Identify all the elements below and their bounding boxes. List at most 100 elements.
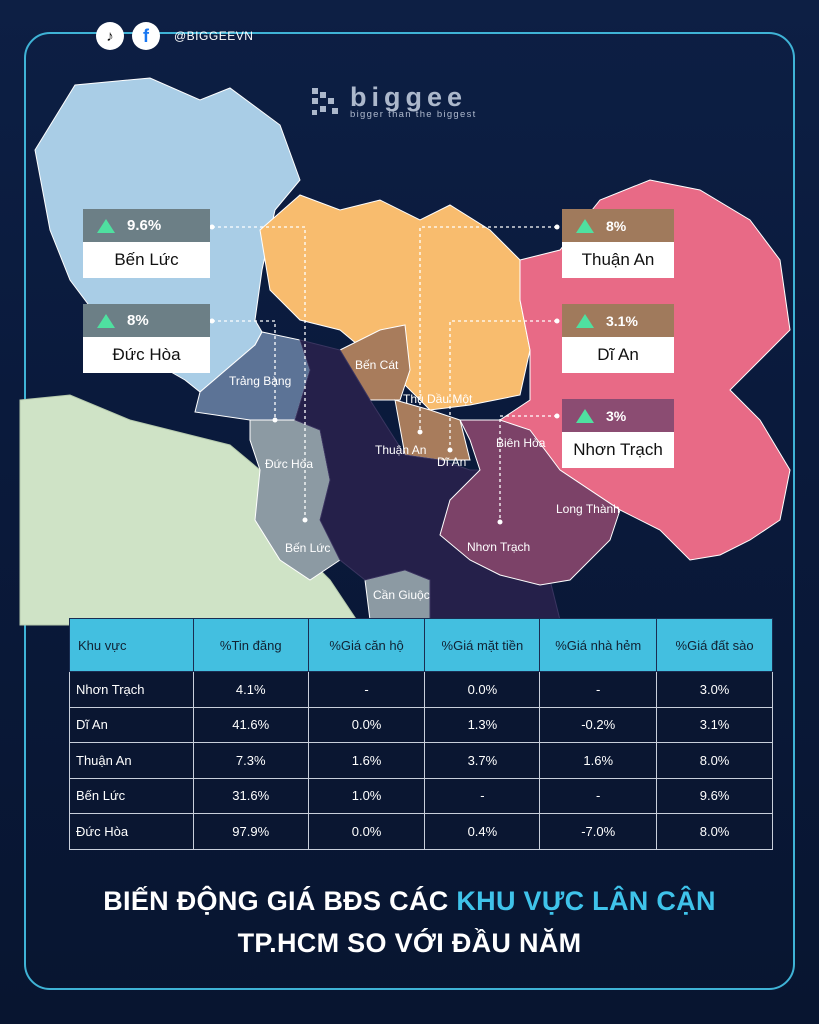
map-label-duc-hoa: Đức Hòa (265, 457, 313, 471)
card-header: 3% (562, 399, 674, 432)
card-thuan-an: 8% Thuận An (562, 209, 674, 278)
tiktok-icon[interactable]: ♪ (96, 22, 124, 50)
brand-logo: biggee bigger than the biggest (308, 81, 477, 120)
table-row: Thuận An 7.3% 1.6% 3.7% 1.6% 8.0% (69, 742, 773, 779)
nhon-trach-region (439, 419, 621, 586)
table-cell: 31.6% (192, 777, 309, 814)
card-name: Dĩ An (562, 337, 674, 373)
map-label-thu-dau-mot: Thủ Dầu Một (403, 392, 473, 406)
table-cell: -7.0% (539, 813, 658, 850)
card-ben-luc: 9.6% Bến Lức (83, 209, 210, 278)
table-cell: 0.0% (307, 813, 426, 850)
table-cell: 3.1% (656, 706, 773, 743)
up-triangle-icon (576, 408, 594, 423)
card-header: 8% (562, 209, 674, 242)
table-cell: 1.6% (307, 742, 426, 779)
table-cell: -0.2% (539, 706, 658, 743)
up-triangle-icon (576, 218, 594, 233)
table-cell: 0.0% (424, 671, 541, 708)
card-nhon-trach: 3% Nhơn Trạch (562, 399, 674, 468)
table-cell: 4.1% (192, 671, 309, 708)
card-pct: 9.6% (127, 217, 162, 234)
table-row: Bến Lức 31.6% 1.0% - - 9.6% (69, 777, 773, 814)
social-handle: @BIGGEEVN (174, 29, 254, 43)
table-cell: 3.0% (656, 671, 773, 708)
leader-lines (212, 226, 557, 522)
table-cell: 8.0% (656, 742, 773, 779)
card-pct: 8% (606, 217, 627, 234)
map-label-trang-bang: Trảng Bàng (229, 374, 291, 388)
social-bar: ♪ f @BIGGEEVN (96, 22, 253, 50)
card-name: Bến Lức (83, 242, 210, 278)
leader-di-an (449, 320, 557, 450)
table-cell: 9.6% (656, 777, 773, 814)
card-di-an: 3.1% Dĩ An (562, 304, 674, 373)
table-cell: Thuận An (69, 742, 194, 779)
facebook-icon[interactable]: f (132, 22, 160, 50)
header-cell: %Tin đăng (192, 618, 309, 672)
table-cell: 97.9% (192, 813, 309, 850)
table-row: Dĩ An 41.6% 0.0% 1.3% -0.2% 3.1% (69, 706, 773, 743)
table-header-row: Khu vực %Tin đăng %Giá căn hộ %Giá mặt t… (69, 618, 773, 672)
table-cell: 1.6% (539, 742, 658, 779)
title-prefix: BIẾN ĐỘNG GIÁ BĐS CÁC (103, 886, 457, 916)
map-label-ben-cat: Bến Cát (355, 358, 399, 372)
map-label-bien-hoa: Biên Hòa (496, 436, 546, 450)
card-header: 9.6% (83, 209, 210, 242)
table-cell: - (539, 777, 658, 814)
table-row: Đức Hòa 97.9% 0.0% 0.4% -7.0% 8.0% (69, 813, 773, 850)
table-row: Nhơn Trạch 4.1% - 0.0% - 3.0% (69, 671, 773, 708)
leader-ben-luc (212, 226, 306, 520)
card-pct: 3% (606, 407, 627, 424)
card-name: Thuận An (562, 242, 674, 278)
header-cell: %Giá nhà hẻm (539, 618, 658, 672)
price-change-table: Khu vực %Tin đăng %Giá căn hộ %Giá mặt t… (69, 618, 773, 850)
leader-nhon-trach (499, 415, 557, 522)
table-cell: - (424, 777, 541, 814)
header-cell: %Giá mặt tiền (424, 618, 541, 672)
card-header: 8% (83, 304, 210, 337)
card-header: 3.1% (562, 304, 674, 337)
table-cell: 0.0% (307, 706, 426, 743)
table-cell: - (307, 671, 426, 708)
up-triangle-icon (97, 313, 115, 328)
brand-name: biggee (350, 81, 468, 112)
header-cell: %Giá đất sào (656, 618, 773, 672)
table-cell: Bến Lức (69, 777, 194, 814)
title-line-1: BIẾN ĐỘNG GIÁ BĐS CÁC KHU VỰC LÂN CẬN (0, 880, 819, 922)
leader-duc-hoa (212, 320, 276, 420)
card-pct: 3.1% (606, 312, 638, 329)
map-label-thuan-an: Thuận An (375, 443, 426, 457)
table-cell: 0.4% (424, 813, 541, 850)
leader-dots (209, 224, 560, 525)
title-line-2: TP.HCM SO VỚI ĐẦU NĂM (237, 928, 582, 958)
table-cell: 1.0% (307, 777, 426, 814)
map-label-di-an: Dĩ An (437, 455, 466, 469)
map-label-can-giuoc: Cần Giuộc (373, 588, 430, 602)
card-pct: 8% (127, 312, 149, 329)
card-name: Nhơn Trạch (562, 432, 674, 468)
header-cell: Khu vực (69, 618, 194, 672)
table-cell: 7.3% (192, 742, 309, 779)
map-label-nhon-trach: Nhơn Trạch (467, 540, 530, 554)
table-cell: - (539, 671, 658, 708)
table-cell: 41.6% (192, 706, 309, 743)
up-triangle-icon (97, 218, 115, 233)
card-name: Đức Hòa (83, 337, 210, 373)
map-label-long-thanh: Long Thành (556, 502, 620, 516)
table-cell: 1.3% (424, 706, 541, 743)
header-cell: %Giá căn hộ (307, 618, 426, 672)
table-cell: Dĩ An (69, 706, 194, 743)
up-triangle-icon (576, 313, 594, 328)
table-cell: Đức Hòa (69, 813, 194, 850)
title-highlight: KHU VỰC LÂN CẬN (456, 886, 716, 916)
table-cell: 3.7% (424, 742, 541, 779)
table-cell: 8.0% (656, 813, 773, 850)
card-duc-hoa: 8% Đức Hòa (83, 304, 210, 373)
map-label-ben-luc: Bến Lức (285, 541, 330, 555)
brand-tagline: bigger than the biggest (350, 108, 477, 120)
biggee-logo-icon (312, 88, 338, 115)
table-cell: Nhơn Trạch (69, 671, 194, 708)
page-title: BIẾN ĐỘNG GIÁ BĐS CÁC KHU VỰC LÂN CẬN TP… (0, 880, 819, 964)
